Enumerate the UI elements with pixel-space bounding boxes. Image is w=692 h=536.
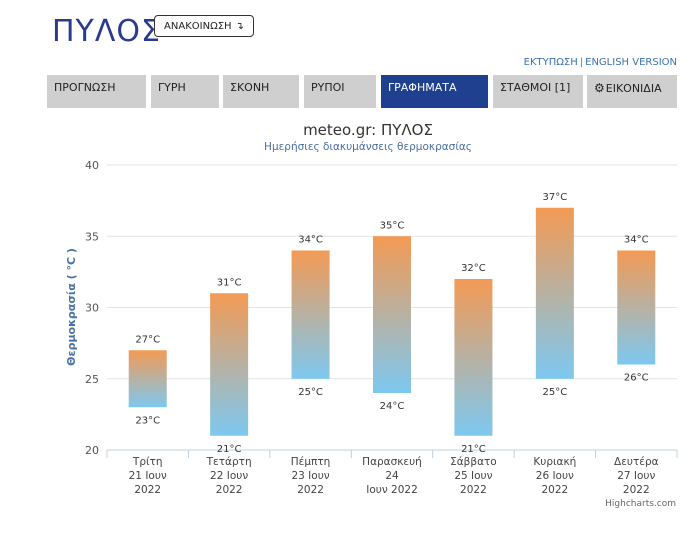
tab-label: ΣΤΑΘΜΟΙ [1] xyxy=(500,81,571,94)
y-tick-label: 25 xyxy=(85,373,99,386)
tab-icons[interactable]: ⚙ΕΙΚΟΝΙΔΙΑ xyxy=(587,75,677,108)
y-tick-label: 35 xyxy=(85,230,99,243)
tab-stations[interactable]: ΣΤΑΘΜΟΙ [1] xyxy=(493,75,583,108)
low-temp-label: 24°C xyxy=(380,401,405,412)
x-tick-label: 2022 xyxy=(216,484,243,496)
temperature-range-bar xyxy=(454,279,493,436)
y-tick-label: 30 xyxy=(85,302,99,315)
tab-label: ΣΚΟΝΗ xyxy=(230,81,270,94)
low-temp-label: 23°C xyxy=(135,415,160,426)
x-tick-label: Σάββατο xyxy=(450,456,497,468)
temperature-range-bar xyxy=(128,350,167,408)
high-temp-label: 27°C xyxy=(135,334,160,345)
low-temp-label: 25°C xyxy=(542,387,567,398)
x-tick-label: Ιουν 2022 xyxy=(366,484,418,496)
x-tick-label: Δευτέρα xyxy=(614,456,659,468)
temperature-range-bar xyxy=(617,250,656,365)
x-tick-label: 2022 xyxy=(297,484,324,496)
tab-label: ΓΥΡΗ xyxy=(158,81,186,94)
x-tick-label: Κυριακή xyxy=(533,456,576,468)
tab-pollutants[interactable]: ΡΥΠΟΙ xyxy=(304,75,376,108)
arrow-down-right-icon: ↴ xyxy=(235,20,244,32)
tab-label: ΓΡΑΦΗΜΑΤΑ xyxy=(388,81,457,94)
chart-subtitle: Ημερήσιες διακυμάνσεις θερμοκρασίας xyxy=(264,141,472,153)
low-temp-label: 25°C xyxy=(298,387,323,398)
x-tick-label: 21 Ιουν xyxy=(129,470,167,482)
y-axis-title: Θερμοκρασία ( °C ) xyxy=(65,248,78,366)
highcharts-credit: Highcharts.com xyxy=(605,499,676,509)
tab-label: ΠΡΟΓΝΩΣΗ xyxy=(54,81,116,94)
print-link[interactable]: ΕΚΤΥΠΩΣΗ xyxy=(523,57,578,68)
x-tick-label: 22 Ιουν xyxy=(210,470,248,482)
low-temp-label: 26°C xyxy=(624,373,649,384)
tab-charts[interactable]: ΓΡΑΦΗΜΑΤΑ xyxy=(381,75,488,108)
x-tick-label: 2022 xyxy=(134,484,161,496)
announcement-button[interactable]: ΑΝΑΚΟΙΝΩΣΗ ↴ xyxy=(154,15,254,37)
x-tick-label: 27 Ιουν xyxy=(617,470,655,482)
high-temp-label: 31°C xyxy=(217,277,242,288)
x-tick-label: 26 Ιουν xyxy=(536,470,574,482)
x-tick-label: 2022 xyxy=(460,484,487,496)
x-tick-label: 2022 xyxy=(541,484,568,496)
x-tick-label: 24 xyxy=(385,470,399,482)
temperature-range-bar xyxy=(291,250,330,379)
gear-icon: ⚙ xyxy=(594,81,605,95)
temperature-range-bar xyxy=(535,207,574,379)
english-version-link[interactable]: ENGLISH VERSION xyxy=(585,57,677,68)
x-tick-label: Παρασκευή xyxy=(362,456,422,468)
top-links: ΕΚΤΥΠΩΣΗ | ENGLISH VERSION xyxy=(524,57,677,68)
tab-forecast[interactable]: ΠΡΟΓΝΩΣΗ xyxy=(47,75,146,108)
y-tick-label: 40 xyxy=(85,159,99,172)
link-separator: | xyxy=(579,57,584,68)
high-temp-label: 35°C xyxy=(380,220,405,231)
high-temp-label: 34°C xyxy=(298,235,323,246)
x-tick-label: Τετάρτη xyxy=(206,456,252,468)
tab-dust[interactable]: ΣΚΟΝΗ xyxy=(223,75,299,108)
page-title: ΠΥΛΟΣ xyxy=(52,14,161,49)
announcement-label: ΑΝΑΚΟΙΝΩΣΗ xyxy=(164,20,232,32)
temperature-range-bar xyxy=(373,236,411,393)
high-temp-label: 37°C xyxy=(542,192,567,203)
x-tick-label: 23 Ιουν xyxy=(291,470,329,482)
low-temp-label: 21°C xyxy=(461,444,486,455)
tab-label: ΕΙΚΟΝΙΔΙΑ xyxy=(605,82,662,95)
x-tick-label: Τρίτη xyxy=(132,456,163,468)
high-temp-label: 32°C xyxy=(461,263,486,274)
x-tick-label: 25 Ιουν xyxy=(454,470,492,482)
tab-label: ΡΥΠΟΙ xyxy=(311,81,345,94)
x-tick-label: Πέμπτη xyxy=(291,456,331,468)
y-tick-label: 20 xyxy=(85,444,99,457)
tab-pollen[interactable]: ΓΥΡΗ xyxy=(151,75,219,108)
x-tick-label: 2022 xyxy=(623,484,650,496)
chart-title: meteo.gr: ΠΥΛΟΣ xyxy=(303,121,433,139)
low-temp-label: 21°C xyxy=(217,444,242,455)
temperature-range-bar xyxy=(210,293,249,436)
high-temp-label: 34°C xyxy=(624,235,649,246)
